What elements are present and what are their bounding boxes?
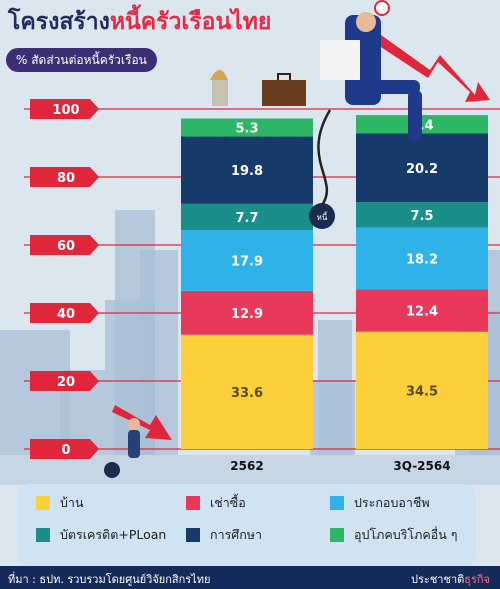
legend-swatch	[36, 496, 50, 510]
legend-swatch	[36, 528, 50, 542]
head	[356, 12, 376, 32]
bar-segment	[356, 227, 488, 290]
bar-segment	[356, 133, 488, 203]
legend-swatch	[330, 496, 344, 510]
data-label: 17.9	[231, 254, 263, 269]
y-tick-label: 80	[57, 171, 75, 186]
y-tick-tag	[30, 235, 99, 255]
data-label: 7.7	[235, 211, 258, 226]
data-label: 7.5	[410, 209, 433, 224]
y-tick-label: 20	[57, 375, 75, 390]
small-figure-head	[128, 418, 140, 430]
y-tick-tag	[30, 99, 99, 119]
ground	[0, 455, 500, 485]
legend-label: บ้าน	[60, 495, 84, 510]
subtitle-badge: % สัดส่วนต่อหนี้ครัวเรือน	[6, 48, 157, 72]
document	[320, 40, 360, 80]
bell-icon	[374, 0, 390, 16]
footer: ที่มา : ธปท. รวบรวมโดยศูนย์วิจัยกสิกรไทย…	[0, 566, 500, 589]
briefcase-handle	[277, 73, 291, 80]
brand-logo: ประชาชาติธุรกิจ	[411, 570, 490, 588]
legend-swatch	[186, 496, 200, 510]
bar-segment	[181, 118, 313, 137]
data-label: 5.3	[235, 122, 258, 137]
leg	[370, 80, 420, 94]
falling-arrow-icon	[352, 20, 490, 102]
legend-item: อุปโภคบริโภคอื่น ๆ	[330, 526, 457, 544]
legend: บ้าน เช่าซื้อ ประกอบอาชีพบัตรเครดิต+PLoan ก…	[18, 484, 476, 566]
page-title: โครงสร้างหนี้ครัวเรือนไทย	[8, 4, 271, 40]
plant-icon	[210, 70, 228, 80]
legend-swatch	[186, 528, 200, 542]
debt-ball-label: หนี้	[317, 211, 328, 222]
legend-label: บัตรเครดิต+PLoan	[60, 527, 167, 542]
legend-label: ประกอบอาชีพ	[354, 495, 430, 510]
bar-segment	[181, 230, 313, 291]
y-tick-label: 40	[57, 307, 75, 322]
businessman-illustration	[320, 0, 422, 140]
bar-segment	[181, 334, 313, 449]
leg	[408, 90, 422, 140]
bar-segment	[181, 290, 313, 335]
brand-part-1: ประชาชาติ	[411, 573, 465, 586]
y-tick-tag	[30, 303, 99, 323]
y-tick-label: 0	[61, 443, 70, 458]
legend-label: การศึกษา	[210, 527, 263, 542]
legend-item: ประกอบอาชีพ	[330, 494, 430, 512]
y-tick-label: 60	[57, 239, 75, 254]
y-tick-tag	[30, 439, 99, 459]
debt-ball-icon	[309, 203, 335, 229]
plant-pot	[212, 80, 228, 106]
data-label: 34.5	[406, 384, 438, 399]
bar-segment	[181, 203, 313, 231]
small-arrow-icon	[112, 405, 172, 440]
bar-segment	[356, 202, 488, 228]
chain	[317, 109, 332, 206]
legend-item: บ้าน	[36, 494, 84, 512]
briefcase-icon	[262, 80, 306, 106]
data-label: 20.2	[406, 162, 438, 177]
bar-segment	[356, 289, 488, 332]
y-tick-tag	[30, 167, 99, 187]
y-tick-tag	[30, 371, 99, 391]
data-label: 19.8	[231, 164, 263, 179]
small-ball-icon	[104, 462, 120, 478]
bar-segment	[181, 136, 313, 204]
bar-segment	[356, 331, 488, 449]
legend-label: อุปโภคบริโภคอื่น ๆ	[354, 527, 458, 542]
brand-part-2: ธุรกิจ	[464, 573, 490, 586]
legend-label: เช่าซื้อ	[210, 495, 246, 510]
legend-item: การศึกษา	[186, 526, 262, 544]
small-figure	[128, 430, 140, 458]
data-label: 18.2	[406, 253, 438, 268]
building	[318, 320, 352, 470]
legend-swatch	[330, 528, 344, 542]
legend-item: บัตรเครดิต+PLoan	[36, 526, 166, 544]
title-part-2: หนี้ครัวเรือนไทย	[109, 9, 272, 35]
y-tick-label: 100	[52, 103, 79, 118]
data-label: 12.4	[406, 305, 438, 320]
title-part-1: โครงสร้าง	[8, 9, 110, 35]
x-tick-label: 2562	[230, 459, 263, 473]
source-note: ที่มา : ธปท. รวบรวมโดยศูนย์วิจัยกสิกรไทย	[8, 573, 211, 586]
data-label: 33.6	[231, 386, 263, 401]
x-tick-label: 3Q-2564	[393, 459, 450, 473]
data-label: 12.9	[231, 307, 263, 322]
legend-item: เช่าซื้อ	[186, 494, 246, 512]
